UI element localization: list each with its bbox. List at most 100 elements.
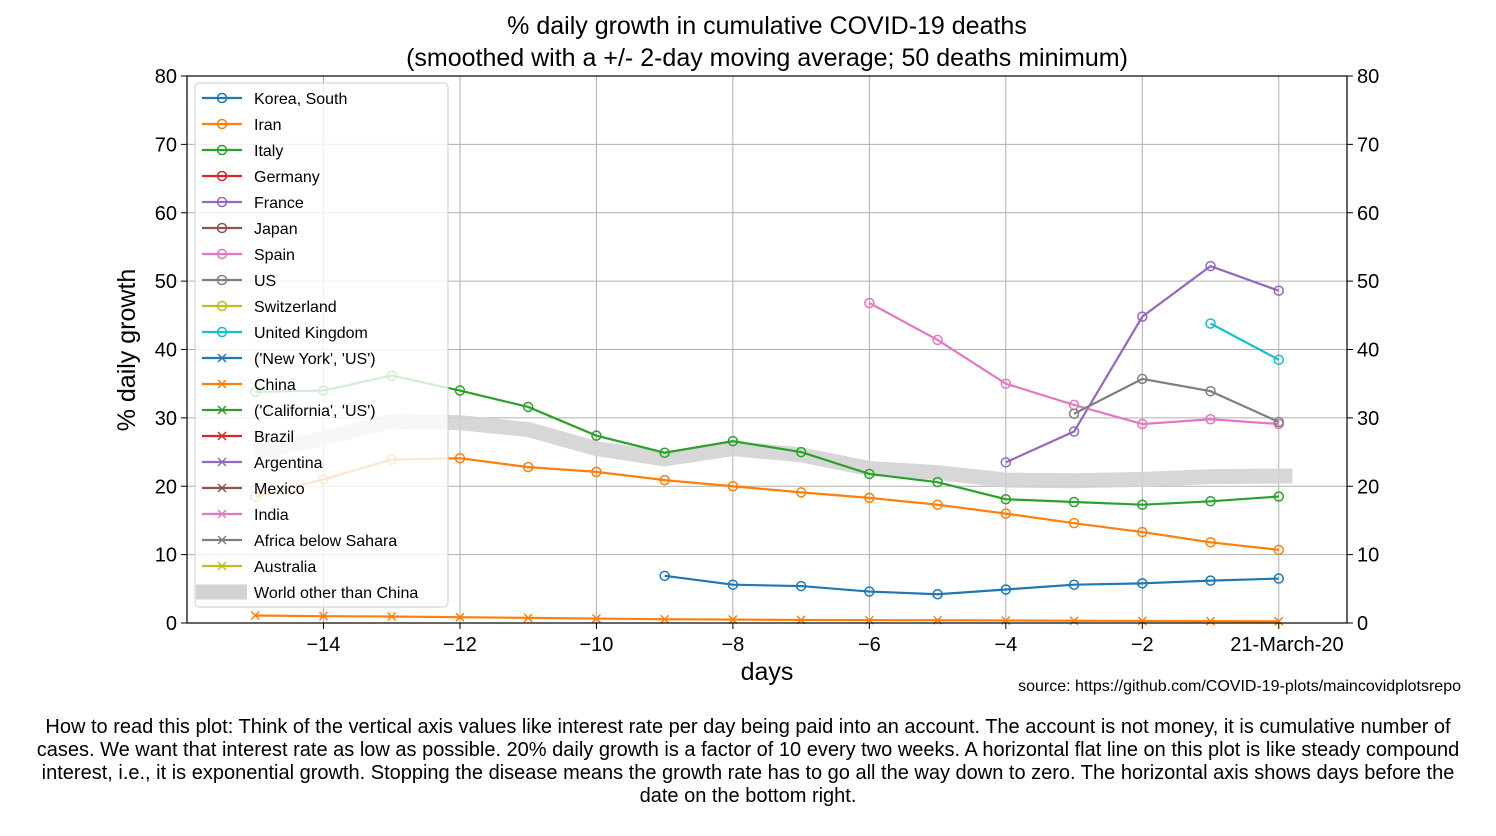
legend-item: Switzerland xyxy=(202,299,337,316)
legend-item: Germany xyxy=(202,169,320,186)
legend-label: Brazil xyxy=(254,429,294,446)
data-point xyxy=(1137,616,1147,626)
data-point xyxy=(932,589,943,600)
legend-item: Brazil xyxy=(202,429,294,446)
legend-marker xyxy=(216,300,228,312)
legend-label: Spain xyxy=(254,247,295,264)
source-note: source: https://github.com/COVID-19-plot… xyxy=(1018,678,1461,695)
data-point xyxy=(1273,416,1285,428)
legend-label: Iran xyxy=(254,117,282,134)
data-point xyxy=(1000,457,1012,468)
legend-label: World other than China xyxy=(254,585,418,602)
legend-marker xyxy=(217,431,227,441)
x-marker-stroke xyxy=(728,615,738,625)
legend-marker xyxy=(216,92,228,104)
y-tick-label: 70 xyxy=(155,134,177,156)
data-point xyxy=(1273,544,1285,556)
data-point xyxy=(454,385,466,396)
legend-item: Africa below Sahara xyxy=(202,533,397,550)
legend-label: Argentina xyxy=(254,455,323,472)
legend-label: Africa below Sahara xyxy=(254,533,397,550)
x-tick-label: −6 xyxy=(858,634,881,656)
data-point xyxy=(1068,517,1080,529)
legend-marker xyxy=(216,326,228,338)
y-tick-label-right: 70 xyxy=(1357,134,1379,156)
y-tick-label: 50 xyxy=(155,271,177,293)
chart-subtitle: (smoothed with a +/- 2-day moving averag… xyxy=(406,44,1128,72)
data-point xyxy=(1205,413,1216,425)
legend-item: World other than China xyxy=(196,584,418,602)
legend-marker xyxy=(217,379,227,389)
legend-item: China xyxy=(202,377,296,394)
legend-marker xyxy=(216,248,228,260)
data-point xyxy=(1205,260,1216,272)
legend-item: Japan xyxy=(202,221,298,238)
data-point xyxy=(1274,616,1284,626)
data-point xyxy=(1068,496,1080,508)
legend-item: Mexico xyxy=(202,481,305,498)
series-korea-south xyxy=(659,570,1285,600)
data-point xyxy=(387,611,397,622)
data-point xyxy=(1068,579,1080,590)
data-point xyxy=(1205,537,1216,548)
x-marker-stroke xyxy=(250,610,260,621)
data-point xyxy=(1205,575,1216,586)
legend-item: Argentina xyxy=(202,455,323,472)
data-point xyxy=(659,447,670,458)
legend-label: China xyxy=(254,377,296,394)
caption: How to read this plot: Think of the vert… xyxy=(36,716,1460,807)
data-point xyxy=(1273,573,1285,584)
x-marker-stroke xyxy=(455,612,465,622)
series-line xyxy=(1210,322,1280,361)
y-tick-label: 80 xyxy=(155,66,177,88)
y-tick-label: 40 xyxy=(155,340,177,362)
legend-marker xyxy=(217,405,227,415)
x-tick-label: −12 xyxy=(443,634,477,656)
data-point xyxy=(591,466,602,478)
data-point xyxy=(932,334,943,346)
legend-item: Australia xyxy=(202,559,316,576)
x-marker-stroke xyxy=(217,379,227,389)
data-point xyxy=(1137,499,1148,510)
legend-item: ('California', 'US') xyxy=(202,403,376,420)
x-marker-stroke xyxy=(217,353,227,363)
legend-label: Australia xyxy=(254,559,316,576)
data-point xyxy=(795,446,807,458)
y-tick-label: 30 xyxy=(155,408,177,430)
x-tick-label: −14 xyxy=(307,634,341,656)
chart: % daily growth in cumulative COVID-19 de… xyxy=(113,12,1461,695)
x-marker-stroke xyxy=(217,561,227,571)
data-point xyxy=(1000,493,1012,505)
y-tick-label-right: 0 xyxy=(1357,613,1368,635)
x-marker-stroke xyxy=(660,614,670,624)
y-tick-label-right: 30 xyxy=(1357,408,1379,430)
x-marker-stroke xyxy=(523,613,533,623)
legend-marker xyxy=(217,353,227,363)
legend-marker xyxy=(216,274,228,286)
data-point xyxy=(864,297,875,309)
legend-label: ('California', 'US') xyxy=(254,403,376,420)
x-marker-stroke xyxy=(217,457,227,467)
data-point xyxy=(1273,354,1285,366)
x-marker-stroke xyxy=(217,405,227,415)
chart-title: % daily growth in cumulative COVID-19 de… xyxy=(507,12,1027,40)
data-point xyxy=(1273,285,1285,296)
x-axis-label: days xyxy=(741,658,794,686)
data-point xyxy=(1273,491,1285,502)
legend-label: France xyxy=(254,195,304,212)
data-point xyxy=(1205,318,1216,329)
x-marker-stroke xyxy=(217,431,227,441)
legend: Korea, South Iran Italy Germany France Japan S… xyxy=(194,82,449,608)
series-line xyxy=(868,302,1279,426)
date-tick-label: 21-March-20 xyxy=(1230,634,1343,656)
legend-item: US xyxy=(202,273,276,290)
data-point xyxy=(454,452,466,464)
legend-item: Iran xyxy=(202,117,282,134)
legend-marker xyxy=(217,535,227,545)
data-point xyxy=(1137,578,1148,589)
x-marker-stroke xyxy=(217,483,227,493)
legend-label: India xyxy=(254,507,289,524)
y-tick-label-right: 10 xyxy=(1357,545,1379,567)
x-marker-stroke xyxy=(1274,616,1284,626)
data-point xyxy=(795,487,807,498)
